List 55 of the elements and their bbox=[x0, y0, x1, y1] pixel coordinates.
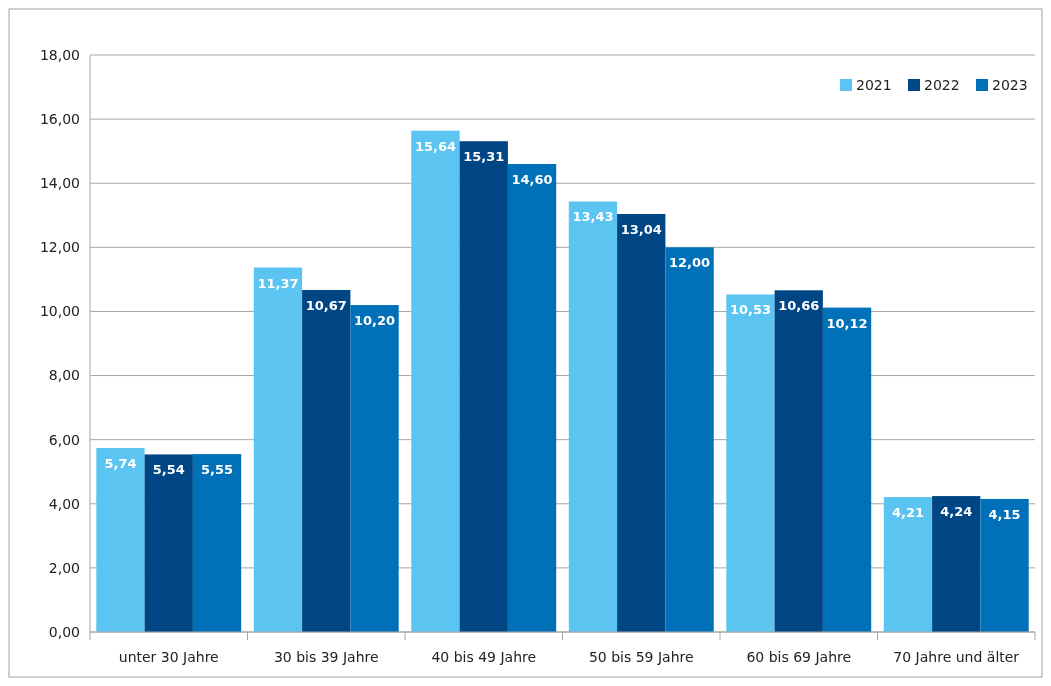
x-tick-label: 50 bis 59 Jahre bbox=[588, 649, 694, 665]
y-tick-label: 2,00 bbox=[48, 559, 80, 576]
x-tick-label: 70 Jahre und älter bbox=[893, 649, 1020, 665]
data-label: 13,43 bbox=[572, 209, 614, 225]
y-tick-label: 6,00 bbox=[48, 431, 80, 448]
data-label: 11,37 bbox=[257, 275, 299, 291]
data-label: 13,04 bbox=[620, 222, 662, 237]
data-label: 4,21 bbox=[891, 505, 924, 521]
bar bbox=[96, 448, 145, 632]
bar bbox=[192, 454, 242, 632]
bar bbox=[350, 305, 399, 632]
bar bbox=[411, 130, 460, 632]
bar bbox=[507, 163, 557, 632]
data-label: 15,64 bbox=[414, 138, 457, 154]
data-label: 5,55 bbox=[201, 462, 234, 478]
legend-label: 2022 bbox=[924, 77, 960, 93]
bar bbox=[932, 496, 981, 632]
bar bbox=[144, 454, 193, 632]
bar bbox=[617, 214, 666, 632]
bar bbox=[883, 497, 933, 632]
data-label: 5,74 bbox=[104, 456, 137, 471]
y-tick-label: 16,00 bbox=[39, 111, 80, 128]
legend-label: 2021 bbox=[856, 77, 892, 93]
bar bbox=[726, 294, 775, 632]
x-tick-label: unter 30 Jahre bbox=[118, 649, 219, 665]
data-label: 10,12 bbox=[826, 315, 868, 331]
bar bbox=[822, 307, 872, 632]
bar bbox=[302, 289, 351, 632]
x-tick-label: 30 bis 39 Jahre bbox=[273, 649, 379, 665]
data-label: 10,20 bbox=[353, 313, 396, 329]
y-tick-label: 10,00 bbox=[39, 303, 80, 320]
data-label: 14,60 bbox=[511, 171, 553, 187]
bar bbox=[459, 141, 508, 632]
data-label: 15,31 bbox=[463, 149, 505, 165]
data-label: 4,24 bbox=[940, 504, 973, 520]
data-label: 5,54 bbox=[152, 462, 185, 478]
bar bbox=[774, 290, 823, 632]
legend-label: 2023 bbox=[992, 77, 1028, 93]
bar bbox=[253, 267, 303, 632]
y-tick-label: 4,00 bbox=[48, 495, 80, 512]
data-label: 12,00 bbox=[668, 255, 711, 271]
y-tick-label: 0,00 bbox=[48, 623, 80, 640]
data-label: 4,15 bbox=[988, 506, 1021, 522]
bar bbox=[980, 498, 1029, 632]
data-label: 10,67 bbox=[305, 297, 347, 313]
bar bbox=[665, 247, 714, 632]
y-tick-label: 12,00 bbox=[39, 239, 80, 256]
y-tick-label: 8,00 bbox=[48, 367, 80, 384]
y-tick-label: 18,00 bbox=[39, 46, 80, 63]
data-label: 10,53 bbox=[729, 302, 772, 318]
y-tick-label: 14,00 bbox=[39, 175, 80, 192]
data-label: 10,66 bbox=[778, 298, 820, 314]
bar bbox=[568, 201, 618, 632]
x-tick-label: 60 bis 69 Jahre bbox=[746, 649, 852, 665]
x-tick-label: 40 bis 49 Jahre bbox=[431, 649, 537, 665]
